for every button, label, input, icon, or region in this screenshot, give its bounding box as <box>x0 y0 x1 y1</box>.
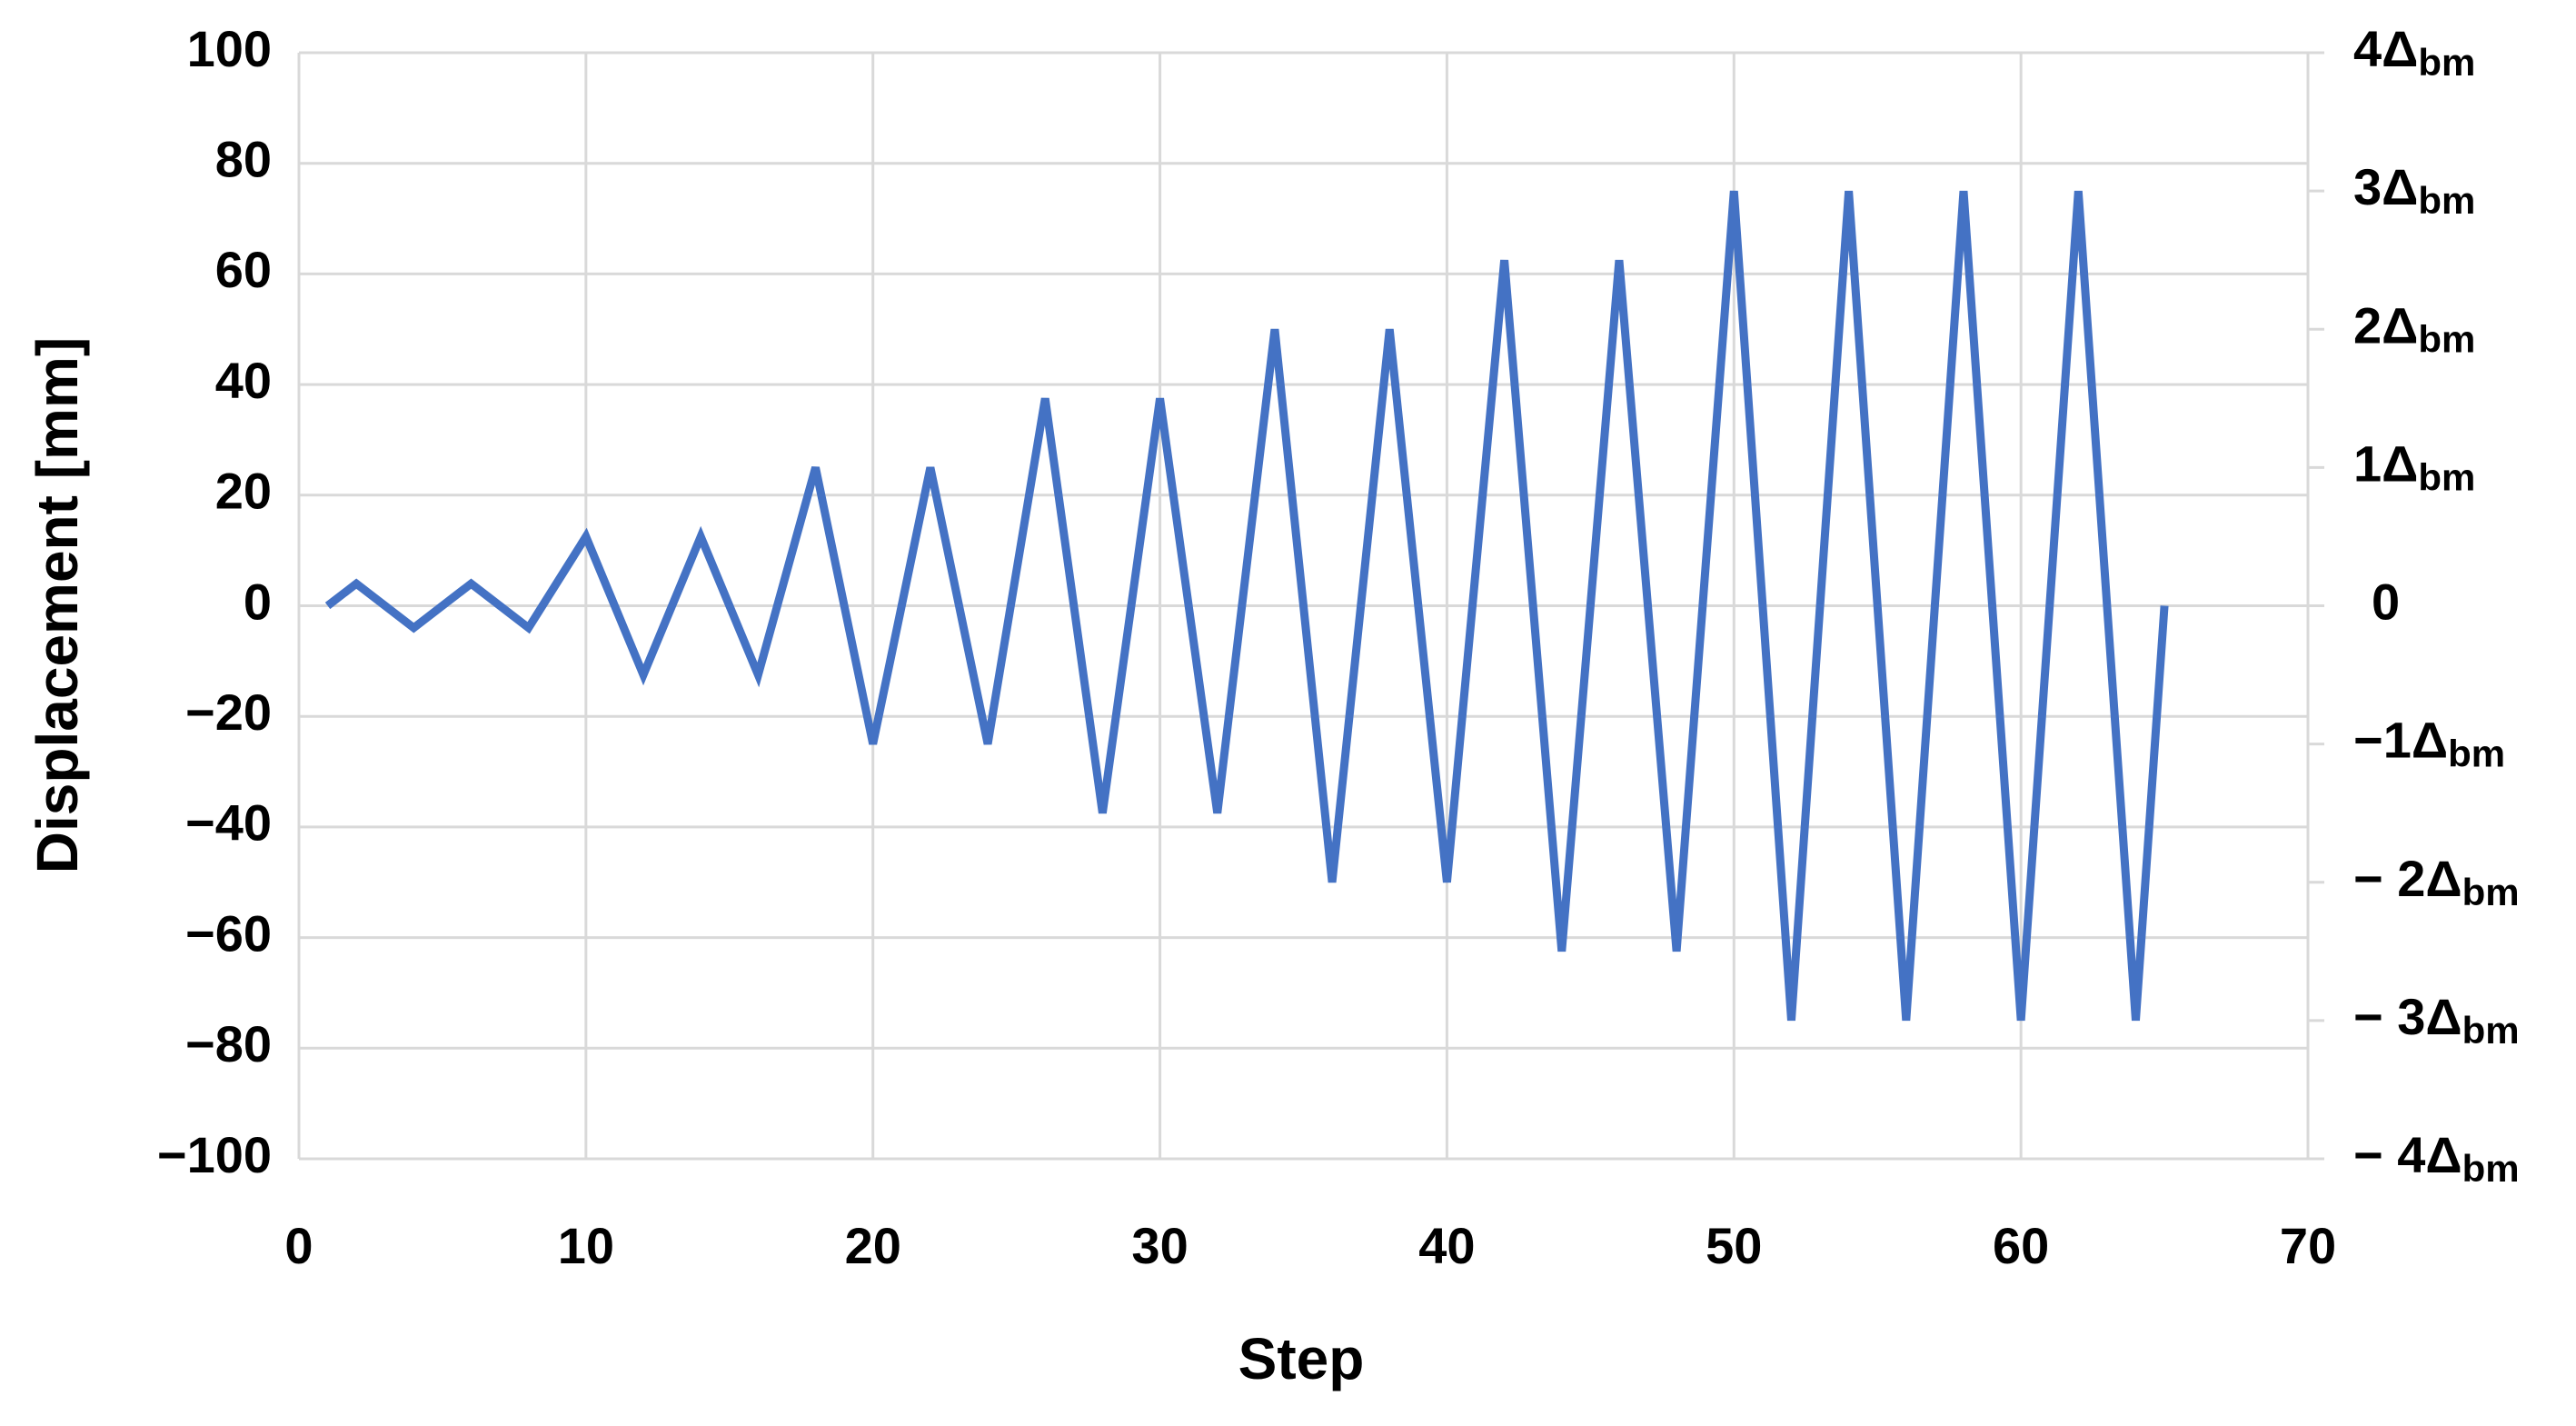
y2-tick-label-main: − 3Δ <box>2353 988 2462 1045</box>
y2-tick-label-subscript: bm <box>2418 455 2475 498</box>
y2-tick-label-main: 4Δ <box>2353 20 2418 77</box>
x-tick-label: 0 <box>284 1217 313 1274</box>
y2-tick-label: − 4Δbm <box>2353 1126 2520 1190</box>
y2-tick-label: −1Δbm <box>2353 711 2505 774</box>
y-tick-label: −20 <box>185 683 272 741</box>
y2-tick-label-subscript: bm <box>2418 41 2475 84</box>
y2-tick-label-main: − 2Δ <box>2353 850 2462 907</box>
y2-tick-label-subscript: bm <box>2462 1147 2520 1190</box>
y2-tick-label-subscript: bm <box>2418 317 2475 360</box>
y-tick-label: 100 <box>187 20 272 77</box>
y-tick-label: −100 <box>157 1126 272 1183</box>
y2-tick-label: − 2Δbm <box>2353 850 2520 913</box>
y-tick-label: 20 <box>215 463 272 520</box>
y-tick-label: 0 <box>244 573 272 630</box>
x-tick-label: 60 <box>1993 1217 2049 1274</box>
y2-tick-label: 4Δbm <box>2353 20 2475 84</box>
y2-tick-label: 1Δbm <box>2353 434 2475 498</box>
data-line <box>324 190 2169 1022</box>
y2-tick-label-subscript: bm <box>2418 179 2475 222</box>
y2-tick-label: 2Δbm <box>2353 296 2475 360</box>
x-tick-label: 40 <box>1418 1217 1475 1274</box>
y2-tick-label: 0 <box>2372 573 2400 630</box>
y-axis-title: Displacement [mm] <box>25 337 90 873</box>
y2-tick-label-subscript: bm <box>2462 871 2520 913</box>
y-tick-label: −60 <box>185 904 272 962</box>
x-tick-label: 10 <box>558 1217 614 1274</box>
y2-tick-label-main: − 4Δ <box>2353 1126 2462 1183</box>
y2-tick-label-main: 2Δ <box>2353 296 2418 354</box>
y-tick-label: 60 <box>215 241 272 298</box>
y-tick-label: −40 <box>185 794 272 852</box>
x-tick-label: 50 <box>1706 1217 1762 1274</box>
x-tick-label: 70 <box>2280 1217 2336 1274</box>
y-tick-label: 40 <box>215 352 272 409</box>
x-tick-label: 20 <box>845 1217 901 1274</box>
y-tick-label: 80 <box>215 130 272 187</box>
x-tick-label: 30 <box>1131 1217 1188 1274</box>
y-tick-label: −80 <box>185 1015 272 1072</box>
y2-tick-label: − 3Δbm <box>2353 988 2520 1052</box>
y2-tick-label-main: 1Δ <box>2353 434 2418 492</box>
y2-tick-label-main: −1Δ <box>2353 711 2448 768</box>
y2-tick-label-main: 3Δ <box>2353 158 2418 215</box>
x-axis-title: Step <box>1238 1326 1365 1391</box>
y2-tick-label-subscript: bm <box>2448 733 2505 775</box>
y2-tick-label-subscript: bm <box>2462 1009 2520 1052</box>
y2-tick-label: 3Δbm <box>2353 158 2475 222</box>
